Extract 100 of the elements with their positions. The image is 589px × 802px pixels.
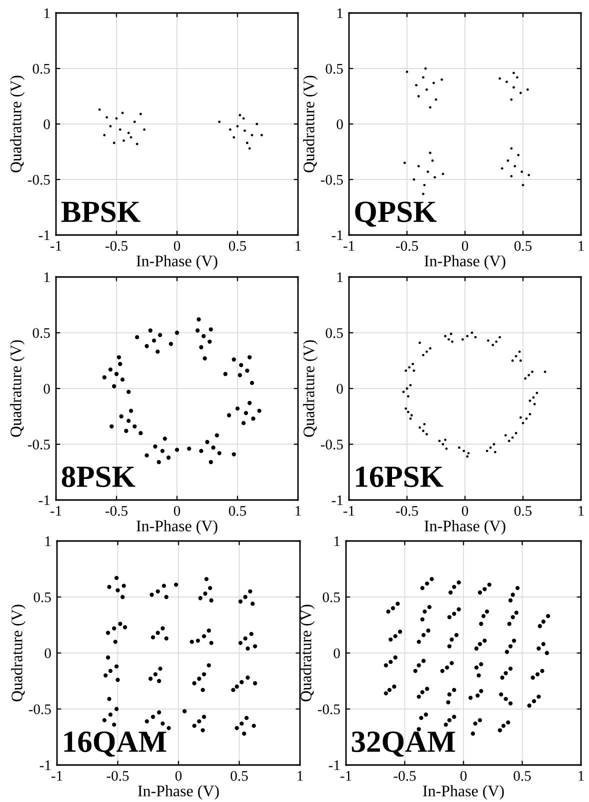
- point: [116, 355, 122, 360]
- point: [517, 154, 520, 156]
- x-tick-label: 1: [578, 771, 584, 781]
- y-tick-label: 1: [337, 8, 343, 18]
- point: [238, 373, 242, 378]
- x-axis-title: In-Phase (V): [136, 520, 218, 535]
- point: [514, 164, 516, 168]
- x-tick-label: 0.5: [228, 240, 246, 251]
- point: [106, 116, 108, 119]
- y-tick-label: -1: [332, 495, 343, 506]
- point: [431, 159, 434, 162]
- x-tick-label: 0: [462, 506, 468, 516]
- y-tick-label: 0: [334, 648, 340, 658]
- y-tick-label: 0: [44, 384, 50, 394]
- point: [124, 428, 128, 433]
- point: [143, 128, 146, 131]
- point: [232, 136, 236, 139]
- y-tick-label: 0: [336, 119, 343, 130]
- point: [239, 363, 244, 368]
- y-axis-title: Quadrature (V): [300, 604, 315, 702]
- point: [403, 162, 406, 164]
- y-tick-label: 0: [44, 119, 50, 130]
- x-tick-label: 0.5: [514, 506, 532, 516]
- x-tick-label: -0.5: [106, 506, 128, 516]
- y-tick-label: -0.5: [28, 440, 50, 450]
- point: [246, 142, 248, 144]
- point: [118, 362, 122, 366]
- point: [160, 448, 165, 454]
- y-tick-label: -0.5: [320, 174, 343, 185]
- y-tick-label: 1: [45, 536, 51, 546]
- point: [126, 390, 131, 394]
- annotation: 16PSK: [356, 466, 444, 488]
- y-tick-label: 1: [44, 272, 50, 282]
- point: [202, 356, 207, 360]
- x-axis-title: In-Phase (V): [423, 785, 504, 800]
- point: [108, 367, 113, 372]
- x-tick-label: -0.5: [396, 506, 418, 516]
- y-axis-title: Quadrature (V): [303, 76, 318, 172]
- point: [232, 357, 236, 362]
- point: [528, 174, 530, 176]
- y-tick-label: 0.5: [34, 592, 51, 602]
- x-tick-label: -0.5: [106, 770, 129, 781]
- y-tick-label: 0.5: [326, 328, 343, 338]
- point: [120, 377, 125, 382]
- y-tick-label: -1: [38, 230, 50, 240]
- y-tick-label: 0: [336, 384, 343, 394]
- y-tick-label: 0.5: [326, 64, 343, 74]
- point: [114, 372, 119, 376]
- point: [127, 132, 130, 134]
- annotation: 16QAM: [64, 732, 166, 757]
- point: [516, 76, 518, 79]
- point: [226, 413, 232, 418]
- point: [506, 159, 510, 162]
- point: [428, 152, 432, 154]
- y-axis-title: Quadrature (V): [11, 604, 26, 702]
- point: [196, 317, 201, 322]
- point: [126, 418, 131, 423]
- point: [260, 134, 263, 136]
- x-axis-title: In-Phase (V): [138, 785, 219, 800]
- point: [134, 335, 140, 340]
- point: [500, 167, 504, 170]
- x-tick-label: 0: [462, 240, 468, 251]
- annotation: 8PSK: [62, 466, 136, 488]
- point: [250, 380, 254, 386]
- annotation: QPSK: [355, 202, 437, 227]
- x-tick-label: 0.5: [514, 240, 532, 251]
- point: [428, 106, 432, 109]
- point: [417, 164, 420, 168]
- x-tick-label: 0: [174, 240, 180, 251]
- point: [217, 451, 222, 456]
- point: [211, 446, 216, 450]
- y-tick-label: -0.5: [318, 704, 340, 714]
- point: [510, 174, 513, 178]
- point: [205, 440, 210, 444]
- point: [187, 446, 192, 451]
- point: [148, 328, 152, 333]
- x-axis-title: In-Phase (V): [136, 255, 218, 270]
- point: [103, 134, 106, 136]
- point: [119, 414, 124, 418]
- y-tick-label: 1: [44, 8, 50, 18]
- point: [199, 448, 204, 454]
- x-tick-label: 0.5: [514, 770, 531, 781]
- point: [156, 350, 160, 354]
- y-tick-label: -1: [328, 760, 340, 770]
- y-tick-label: -0.5: [320, 440, 343, 450]
- y-tick-label: -0.5: [28, 704, 51, 714]
- x-tick-label: -0.5: [106, 240, 128, 251]
- point: [110, 424, 114, 428]
- point: [214, 433, 220, 438]
- y-tick-label: -1: [40, 760, 51, 770]
- y-tick-label: -1: [332, 230, 343, 240]
- point: [199, 345, 204, 350]
- y-tick-label: 0: [44, 648, 51, 658]
- point: [174, 330, 180, 335]
- y-tick-label: 0.5: [32, 64, 50, 74]
- point: [232, 452, 236, 456]
- point: [144, 344, 149, 348]
- x-tick-label: -1: [51, 771, 62, 781]
- point: [251, 416, 256, 421]
- y-tick-label: 1: [334, 536, 340, 546]
